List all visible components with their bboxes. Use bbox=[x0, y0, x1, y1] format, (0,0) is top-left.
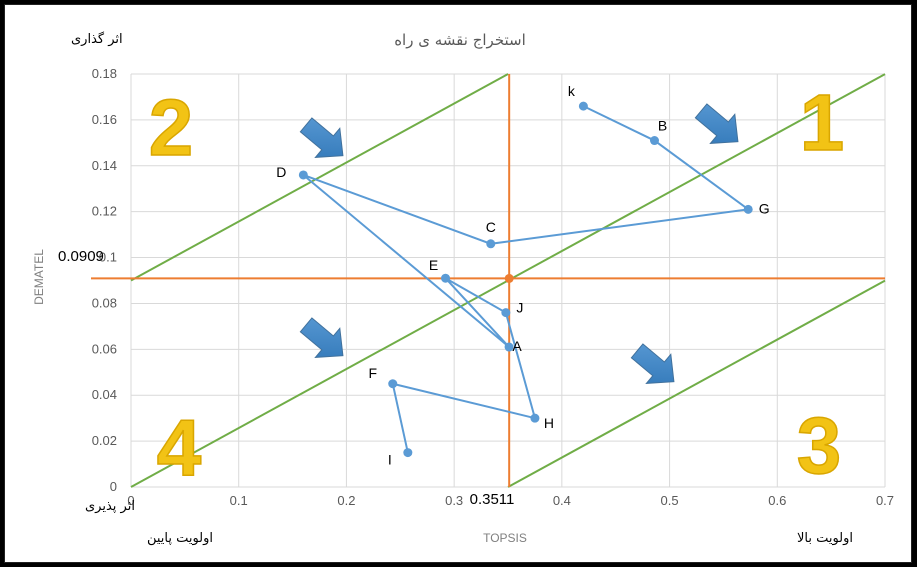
data-label-C: C bbox=[486, 219, 496, 235]
y-tick-label: 0.12 bbox=[92, 204, 117, 219]
arrow-shape bbox=[694, 103, 739, 144]
y-tick-label: 0.02 bbox=[92, 433, 117, 448]
x-tick-label: 0.4 bbox=[553, 493, 571, 508]
data-point-G bbox=[743, 204, 753, 214]
y-axis-title: DEMATEL bbox=[32, 249, 46, 305]
data-point-B bbox=[649, 136, 659, 146]
corner-label-bottom-left: اثر پذیری bbox=[85, 499, 135, 514]
chart-title: استخراج نقشه ی راه bbox=[394, 31, 526, 50]
data-label-H: H bbox=[544, 415, 554, 431]
y-tick-label: 0.08 bbox=[92, 295, 117, 310]
arrow-shape bbox=[299, 117, 344, 158]
data-label-B: B bbox=[658, 118, 667, 134]
y-tick-label: 0.04 bbox=[92, 387, 117, 402]
quadrant-3: 3 bbox=[797, 401, 842, 490]
threshold-x-label: 0.3511 bbox=[470, 491, 515, 508]
x-tick-label: 0.2 bbox=[337, 493, 355, 508]
data-point-A bbox=[504, 342, 514, 352]
y-tick-label: 0.06 bbox=[92, 341, 117, 356]
corner-label-top-left: اثر گذاری bbox=[71, 31, 123, 47]
data-label-D: D bbox=[276, 164, 286, 180]
direction-arrow-icon bbox=[694, 103, 739, 144]
arrow-shape bbox=[299, 317, 344, 358]
threshold-intersection-point bbox=[504, 273, 514, 283]
data-point-k bbox=[578, 101, 588, 111]
y-tick-label: 0.14 bbox=[92, 158, 117, 173]
x-tick-label: 0.1 bbox=[230, 493, 248, 508]
data-label-J: J bbox=[516, 300, 523, 316]
diagonal-line bbox=[507, 279, 886, 488]
quadrant-1: 1 bbox=[800, 78, 845, 167]
data-point-H bbox=[530, 413, 540, 423]
quadrant-2: 2 bbox=[149, 83, 194, 172]
corner-label-priority-high: اولویت بالا bbox=[797, 531, 853, 546]
direction-arrow-icon bbox=[299, 117, 344, 158]
x-tick-label: 0.5 bbox=[661, 493, 679, 508]
data-label-I: I bbox=[388, 452, 392, 468]
diagonal-line bbox=[130, 73, 509, 282]
x-tick-label: 0.7 bbox=[876, 493, 894, 508]
y-tick-label: 0 bbox=[110, 479, 117, 494]
data-label-E: E bbox=[429, 257, 438, 273]
x-axis-title: TOPSIS bbox=[483, 531, 527, 545]
y-tick-label: 0.18 bbox=[92, 66, 117, 81]
data-label-G: G bbox=[759, 200, 770, 216]
x-tick-label: 0 bbox=[127, 493, 134, 508]
arrow-shape bbox=[630, 343, 675, 384]
data-label-A: A bbox=[512, 338, 522, 354]
y-tick-label: 0.16 bbox=[92, 112, 117, 127]
data-label-k: k bbox=[568, 83, 576, 99]
data-point-J bbox=[501, 308, 511, 318]
corner-label-priority-low: اولویت پایین bbox=[147, 531, 213, 546]
data-point-D bbox=[298, 170, 308, 180]
quadrant-4: 4 bbox=[157, 403, 202, 492]
data-point-F bbox=[388, 379, 398, 389]
x-tick-label: 0.6 bbox=[768, 493, 786, 508]
y-tick-label: 0.1 bbox=[99, 250, 117, 265]
data-label-F: F bbox=[368, 365, 377, 381]
direction-arrow-icon bbox=[299, 317, 344, 358]
direction-arrow-icon bbox=[630, 343, 675, 384]
data-point-E bbox=[441, 273, 451, 283]
threshold-y-label: 0.0909 bbox=[58, 248, 104, 265]
data-point-I bbox=[403, 448, 413, 458]
data-point-C bbox=[486, 239, 496, 249]
x-tick-label: 0.3 bbox=[445, 493, 463, 508]
